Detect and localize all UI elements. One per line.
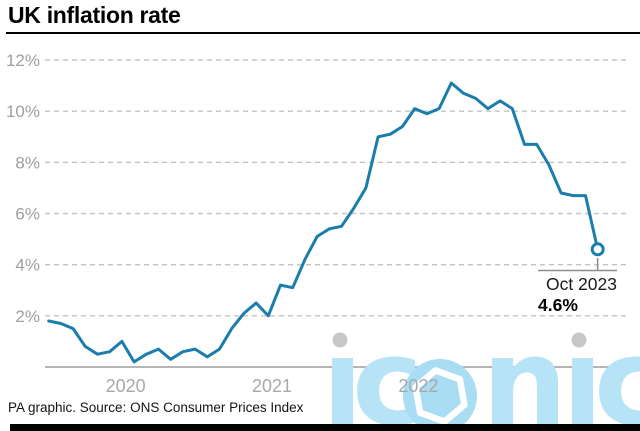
watermark-letter: n — [482, 314, 567, 431]
y-axis-label: 12% — [6, 51, 40, 70]
y-axis-label: 2% — [15, 307, 40, 326]
latest-data-point-marker — [590, 242, 605, 257]
bottom-bar — [10, 424, 640, 431]
y-axis-label: 6% — [15, 205, 40, 224]
iconic-watermark: ıc nıc — [322, 314, 640, 431]
x-axis-label-2020: 2020 — [106, 376, 146, 396]
watermark-letter: c — [594, 314, 640, 431]
annotation-date-label: Oct 2023 — [546, 274, 617, 294]
source-credit: PA graphic. Source: ONS Consumer Prices … — [8, 400, 304, 415]
x-axis-label-2021: 2021 — [252, 376, 292, 396]
watermark-i-dot — [332, 332, 348, 348]
y-axis-label: 4% — [15, 256, 40, 275]
annotation-value-label: 4.6% — [538, 295, 578, 315]
title-divider — [6, 32, 640, 34]
latest-value-annotation: Oct 2023 4.6% — [538, 258, 617, 315]
x-axis-label-2022: 2022 — [398, 376, 438, 396]
watermark-i-dot — [571, 332, 587, 348]
x-axis-labels: 2020 2021 2022 — [106, 376, 439, 396]
inflation-line — [47, 81, 600, 364]
series-layer — [47, 81, 605, 364]
y-axis-label: 8% — [15, 153, 40, 172]
y-axis-label: 10% — [6, 102, 40, 121]
grid-layer: 2% 4% 6% 8% 10% 12% — [6, 51, 628, 368]
chart-title: UK inflation rate — [8, 2, 181, 28]
watermark-hexagon-icon — [412, 367, 468, 425]
